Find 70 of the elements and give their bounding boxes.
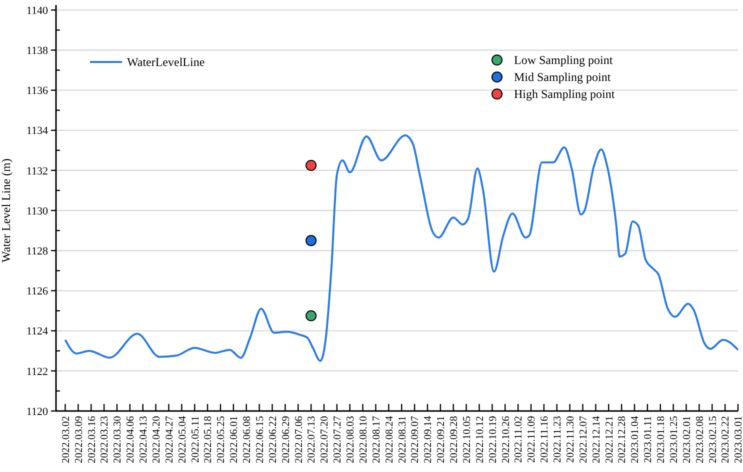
x-tick-label: 2022.10.05	[462, 416, 473, 464]
y-tick-label: 1126	[26, 286, 48, 298]
x-tick-label: 2022.07.13	[306, 416, 318, 464]
legend-label: Mid Sampling point	[514, 70, 612, 84]
x-tick-label: 2022.09.21	[436, 416, 448, 464]
x-tick-label: 2023.01.04	[630, 415, 642, 464]
x-tick-label: 2022.04.06	[126, 416, 137, 464]
y-axis-title: Water Level Line (m)	[0, 158, 13, 262]
x-tick-label: 2022.06.29	[280, 416, 292, 464]
x-tick-label: 2022.10.12	[474, 416, 486, 464]
x-tick-label: 2022.10.26	[500, 416, 512, 464]
x-tick-label: 2022.08.17	[371, 416, 382, 464]
y-tick-label: 1134	[26, 125, 48, 138]
x-tick-label: 2022.05.18	[203, 416, 214, 464]
x-tick-label: 2022.08.03	[346, 416, 357, 464]
x-tick-label: 2022.10.19	[488, 416, 499, 464]
y-tick-label: 1138	[26, 44, 48, 57]
x-tick-label: 2023.02.15	[708, 416, 719, 464]
x-tick-label: 2023.02.01	[682, 416, 693, 464]
x-tick-label: 2022.09.07	[410, 416, 422, 464]
x-tick-label: 2022.07.27	[332, 416, 344, 464]
x-tick-label: 2022.08.24	[384, 415, 396, 464]
x-tick-label: 2022.04.27	[164, 416, 176, 464]
legend-label: High Sampling point	[514, 87, 616, 102]
x-tick-label: 2022.12.07	[578, 416, 590, 464]
y-tick-label: 1122	[26, 366, 48, 378]
y-tick-label: 1120	[26, 406, 48, 418]
x-tick-label: 2022.03.02	[60, 416, 72, 464]
x-tick-label: 2022.12.14	[591, 415, 602, 464]
x-tick-label: 2022.05.11	[190, 416, 202, 463]
x-tick-label: 2022.04.13	[138, 416, 150, 464]
x-tick-label: 2022.08.31	[397, 416, 408, 464]
legend-label: WaterLevelLine	[127, 55, 205, 70]
x-tick-label: 2022.04.20	[151, 416, 162, 464]
x-tick-label: 2022.11.30	[565, 416, 576, 463]
y-tick-label: 1136	[26, 85, 48, 98]
x-tick-label: 2022.06.08	[242, 416, 254, 464]
x-tick-label: 2022.03.30	[112, 416, 124, 464]
x-tick-label: 2023.03.01	[734, 416, 743, 464]
x-tick-label: 2022.06.22	[268, 416, 279, 464]
x-tick-label: 2022.03.16	[86, 416, 98, 464]
x-tick-label: 2022.12.21	[604, 416, 616, 464]
x-tick-label: 2022.11.23	[552, 416, 564, 463]
x-tick-label: 2022.12.28	[617, 416, 628, 464]
x-tick-label: 2022.11.09	[526, 416, 538, 463]
x-tick-label: 2023.02.22	[720, 416, 732, 464]
x-tick-label: 2022.03.09	[74, 416, 85, 464]
x-tick-label: 2022.03.23	[100, 416, 111, 464]
x-tick-label: 2023.02.08	[694, 416, 706, 464]
x-tick-label: 2022.09.14	[423, 415, 434, 464]
x-tick-label: 2022.11.16	[540, 416, 551, 463]
legend-label: Low Sampling point	[514, 53, 614, 68]
y-tick-label: 1140	[26, 4, 48, 17]
x-tick-label: 2022.06.01	[229, 416, 240, 464]
x-tick-label: 2023.01.25	[668, 416, 680, 464]
x-tick-label: 2023.01.11	[643, 416, 654, 463]
y-tick-label: 1128	[26, 245, 48, 258]
x-tick-label: 2022.06.15	[254, 416, 266, 464]
y-tick-label: 1130	[26, 205, 48, 218]
x-tick-label: 2022.09.28	[449, 416, 460, 464]
x-tick-label: 2022.11.02	[514, 416, 525, 463]
x-tick-label: 2022.05.04	[177, 415, 188, 464]
x-tick-label: 2022.05.25	[216, 416, 228, 464]
x-tick-label: 2022.07.20	[320, 416, 331, 464]
x-tick-label: 2023.01.18	[656, 416, 668, 464]
y-tick-label: 1132	[26, 165, 48, 178]
x-tick-label: 2022.08.10	[358, 416, 370, 464]
line-series	[64, 134, 739, 362]
y-tick-label: 1124	[26, 326, 48, 338]
x-tick-label: 2022.07.06	[294, 416, 305, 464]
